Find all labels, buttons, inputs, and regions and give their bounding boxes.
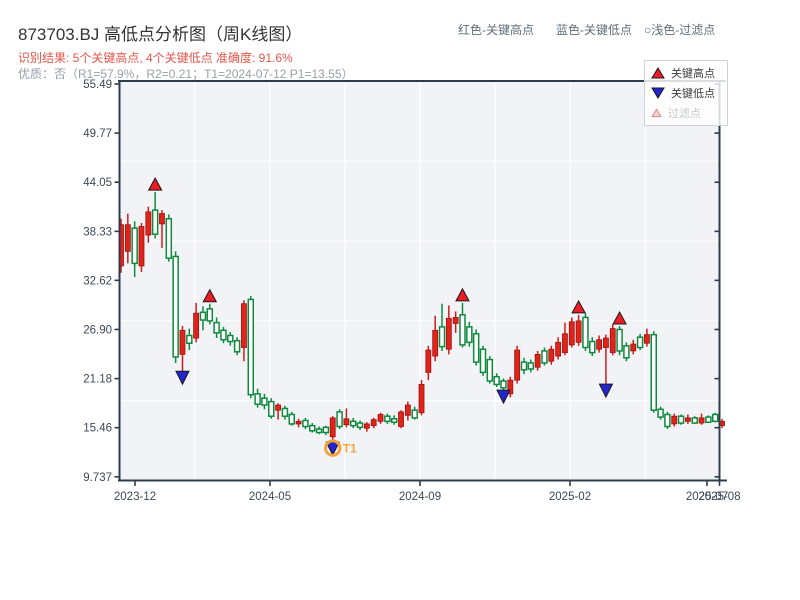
recognition-result-text: 识别结果: 5个关键高点, 4个关键低点 准确度: 91.6% (18, 51, 293, 65)
quality-metrics-text: 优质：否（R1=57.9%，R2=0.21；T1=2024-07-12 P1=1… (18, 67, 354, 81)
t1-label: T1 (343, 442, 357, 456)
key-low-marker (175, 370, 190, 386)
candles-group (119, 192, 725, 445)
y-tick-label: 9.737 (83, 472, 112, 484)
key-high-triangle-icon (651, 67, 665, 79)
y-tick-label: 32.62 (83, 275, 112, 287)
legend-key-high-label: 关键高点 (671, 68, 715, 80)
page-title: 873703.BJ 高低点分析图（周K线图） (18, 25, 303, 44)
legend-filtered-label: 过滤点 (668, 108, 701, 120)
key-low-marker (496, 389, 511, 405)
y-tick-label: 21.18 (83, 374, 112, 386)
key-high-marker (612, 310, 627, 325)
chart-legend-box: 关键高点 关键低点 过滤点 (644, 60, 728, 126)
t1-highlight-ring (324, 439, 342, 457)
x-tick-label: 2025-07 (686, 491, 728, 503)
key-high-marker (202, 288, 218, 303)
y-tick-label: 55.49 (83, 79, 112, 91)
y-tick-label: 15.46 (83, 423, 112, 435)
top-legend-key-high-label: 红色-关键高点 (458, 23, 534, 37)
x-tick-label: 2025-02 (549, 491, 591, 503)
legend-row-filtered: 过滤点 (651, 103, 727, 123)
filtered-point-triangle-icon (651, 108, 662, 118)
key-high-marker (147, 177, 163, 191)
key-low-marker (598, 383, 614, 399)
x-tick-label: 2024-05 (249, 491, 291, 503)
legend-row-key-low: 关键低点 (651, 83, 727, 103)
top-legend: 红色-关键高点 蓝色-关键低点 ○浅色-过滤点 (458, 21, 715, 38)
top-legend-filtered-label: ○浅色-过滤点 (644, 23, 716, 37)
y-tick-label: 49.77 (83, 128, 112, 140)
x-tick-label: 2024-09 (399, 491, 441, 503)
legend-key-low-label: 关键低点 (671, 88, 715, 100)
y-tick-label: 44.05 (83, 177, 112, 189)
x-tick-label: 2023-12 (114, 491, 156, 503)
x-tick-label: 2025-08 (698, 491, 740, 503)
legend-row-key-high: 关键高点 (651, 63, 727, 83)
key-high-marker (571, 299, 586, 314)
y-tick-label: 26.90 (83, 324, 112, 336)
key-high-marker (455, 287, 470, 302)
top-legend-key-low-label: 蓝色-关键低点 (556, 23, 632, 37)
y-tick-label: 38.33 (83, 226, 112, 238)
key-low-triangle-icon (651, 87, 665, 99)
